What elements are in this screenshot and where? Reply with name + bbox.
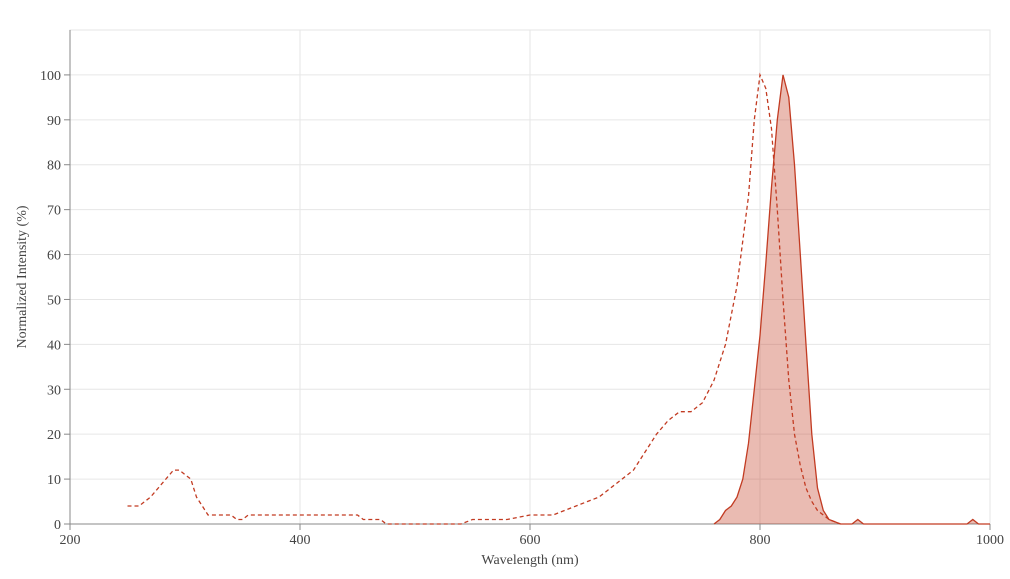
x-tick-label: 1000 [976, 533, 1004, 548]
y-tick-label: 60 [47, 249, 61, 264]
x-tick-label: 200 [60, 533, 81, 548]
y-tick-label: 90 [47, 114, 61, 129]
y-tick-label: 20 [47, 428, 61, 443]
x-axis-label: Wavelength (nm) [481, 553, 579, 568]
y-tick-label: 40 [47, 338, 61, 353]
area [714, 74, 990, 525]
y-tick-label: 100 [40, 69, 61, 84]
y-tick-label: 10 [47, 473, 61, 488]
x-tick-label: 400 [290, 533, 311, 548]
x-tick-label: 800 [750, 533, 771, 548]
line [713, 74, 990, 525]
y-tick-label: 80 [47, 159, 61, 174]
y-axis-label: Normalized Intensity (%) [15, 205, 30, 348]
y-tick-label: 70 [47, 204, 61, 219]
y-tick-label: 0 [54, 518, 61, 533]
line [127, 72, 841, 525]
y-tick-label: 50 [47, 293, 61, 308]
y-tick-label: 30 [47, 383, 61, 398]
x-tick-label: 600 [520, 533, 541, 548]
